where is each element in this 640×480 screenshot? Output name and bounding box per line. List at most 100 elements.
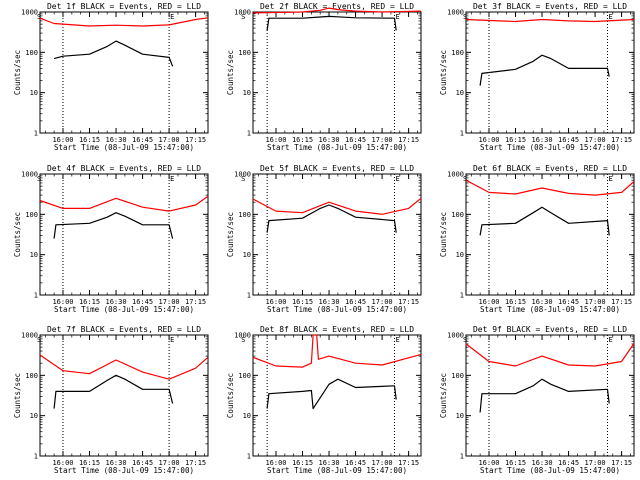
x-tick-label: 17:15 [611,459,632,467]
plot-frame [39,334,209,457]
x-tick-label: 16:30 [106,298,127,306]
plot-panel-8f: Det 8f BLACK = Events, RED = LLD 1 10 100 10… [226,325,422,475]
x-tick-label: 16:30 [319,459,340,467]
series-line-lld [465,18,635,23]
x-tick-label: 16:45 [132,298,153,306]
series-line-events [479,206,610,236]
marker-s: S [37,336,41,344]
y-tick-label: 10 [243,89,251,97]
y-tick-label: 10 [30,89,38,97]
series-line-lld [39,17,209,27]
y-tick-label: 1 [460,130,464,138]
plot-title: Det 8f BLACK = Events, RED = LLD [260,325,414,334]
y-tick-label: 1000 [21,171,38,179]
y-tick-label: 10 [456,251,464,259]
x-tick-label: 17:00 [585,298,606,306]
y-tick-label: 100 [25,372,38,380]
plot-title: Det 2f BLACK = Events, RED = LLD [260,2,414,11]
x-axis-label: Start Time (08-Jul-09 15:47:00) [267,305,407,314]
y-tick-label: 1000 [447,332,464,340]
x-tick-label: 16:00 [52,298,73,306]
x-tick-label: 16:15 [292,298,313,306]
x-tick-label: 16:45 [345,136,366,144]
x-tick-label: 17:15 [398,298,419,306]
plot-frame [39,173,209,296]
y-tick-label: 1 [34,292,38,300]
marker-e: E [170,336,174,344]
y-axis-label: Counts/sec [13,212,22,257]
x-tick-label: 17:00 [159,136,180,144]
series-line-lld [39,195,209,212]
marker-s: S [463,175,467,183]
marker-e: E [395,336,399,344]
x-tick-label: 16:45 [558,459,579,467]
marker-e: E [608,175,612,183]
series-line-events [479,54,610,86]
plot-frame [39,11,209,134]
y-tick-label: 1 [247,130,251,138]
x-tick-label: 17:15 [185,459,206,467]
y-tick-label: 100 [451,49,464,57]
x-tick-label: 16:15 [505,298,526,306]
plot-panel-1f: Det 1f BLACK = Events, RED = LLD 1 10 100 10… [13,2,209,152]
plot-frame [252,11,422,134]
y-tick-label: 100 [25,49,38,57]
y-tick-label: 100 [451,372,464,380]
plot-title: Det 3f BLACK = Events, RED = LLD [473,2,627,11]
y-tick-label: 1000 [21,9,38,17]
plot-panel-3f: Det 3f BLACK = Events, RED = LLD 1 10 100 10… [439,2,635,152]
x-tick-label: 17:15 [611,136,632,144]
y-tick-label: 100 [238,372,251,380]
series-line-events [53,40,174,67]
x-tick-label: 17:15 [398,459,419,467]
y-axis-label: Counts/sec [439,212,448,257]
x-tick-label: 17:00 [372,298,393,306]
x-tick-label: 16:30 [106,136,127,144]
x-tick-label: 16:15 [79,459,100,467]
y-axis-label: Counts/sec [226,212,235,257]
x-tick-label: 16:00 [52,459,73,467]
y-tick-label: 100 [25,211,38,219]
y-tick-label: 1 [460,453,464,461]
y-tick-label: 10 [456,89,464,97]
x-tick-label: 16:45 [132,136,153,144]
x-tick-label: 17:15 [185,136,206,144]
x-tick-label: 16:45 [132,459,153,467]
plot-frame [465,11,635,134]
x-tick-label: 17:00 [159,298,180,306]
x-tick-label: 16:15 [292,459,313,467]
series-line-lld [252,7,422,14]
x-tick-label: 16:45 [558,298,579,306]
x-tick-label: 16:15 [79,136,100,144]
marker-e: E [608,336,612,344]
plot-title: Det 7f BLACK = Events, RED = LLD [47,325,201,334]
plot-panel-5f: Det 5f BLACK = Events, RED = LLD 1 10 100 10… [226,164,422,314]
x-tick-label: 16:15 [79,298,100,306]
plot-panel-4f: Det 4f BLACK = Events, RED = LLD 1 10 100 10… [13,164,209,314]
plot-panel-6f: Det 6f BLACK = Events, RED = LLD 1 10 100 10… [439,164,635,314]
x-axis-label: Start Time (08-Jul-09 15:47:00) [54,143,194,152]
y-tick-label: 1000 [234,171,251,179]
y-axis-label: Counts/sec [439,373,448,418]
x-axis-label: Start Time (08-Jul-09 15:47:00) [267,143,407,152]
series-line-events [479,378,610,413]
y-tick-label: 10 [456,412,464,420]
x-tick-label: 16:45 [345,459,366,467]
x-tick-label: 16:30 [106,459,127,467]
series-line-lld [39,354,209,380]
x-axis-label: Start Time (08-Jul-09 15:47:00) [480,143,620,152]
marker-s: S [463,336,467,344]
x-tick-label: 16:45 [345,298,366,306]
series-line-lld [252,197,422,215]
series-line-events [53,374,174,409]
x-tick-label: 17:00 [372,136,393,144]
y-tick-label: 1000 [234,9,251,17]
x-tick-label: 16:30 [532,459,553,467]
x-tick-label: 17:15 [611,298,632,306]
x-tick-label: 16:15 [505,136,526,144]
marker-e: E [170,13,174,21]
plot-frame [252,173,422,296]
y-tick-label: 1 [34,130,38,138]
plot-panel-7f: Det 7f BLACK = Events, RED = LLD 1 10 100 10… [13,325,209,475]
